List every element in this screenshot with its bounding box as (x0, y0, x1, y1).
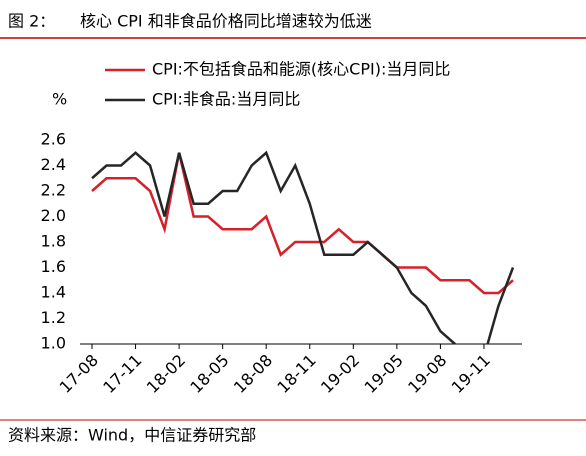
y-unit: % (52, 90, 67, 109)
chart-title: 核心 CPI 和非食品价格同比增速较为低迷 (80, 12, 372, 31)
y-tick-label: 2.6 (41, 130, 66, 149)
x-tick-label: 18-02 (143, 351, 189, 397)
figure-label: 图 2： (8, 12, 55, 31)
x-tick-label: 18-05 (186, 351, 232, 397)
y-tick-label: 1.0 (41, 334, 66, 353)
plot-area (91, 150, 515, 344)
source: 资料来源：Wind，中信证券研究部 (8, 426, 256, 445)
x-tick-label: 19-08 (404, 351, 450, 397)
y-tick-label: 1.6 (41, 257, 66, 276)
legend-label: CPI:不包括食品和能源(核心CPI):当月同比 (152, 60, 450, 79)
x-tick-label: 18-08 (230, 351, 276, 397)
x-tick-label: 19-11 (448, 351, 494, 397)
x-tick-label: 17-08 (56, 351, 102, 397)
y-tick-label: 2.2 (41, 181, 66, 200)
y-tick-label: 2.4 (41, 155, 66, 174)
y-tick-label: 1.4 (41, 283, 66, 302)
x-tick-label: 19-02 (317, 351, 363, 397)
series-line (91, 152, 514, 295)
x-tick-label: 17-11 (99, 351, 145, 397)
x-tick-label: 19-05 (361, 351, 407, 397)
legend-label: CPI:非食品:当月同比 (152, 90, 300, 109)
y-tick-label: 1.2 (41, 308, 66, 327)
series-line (91, 150, 515, 344)
y-tick-label: 2.0 (41, 206, 66, 225)
x-tick-label: 18-11 (273, 351, 319, 397)
y-tick-label: 1.8 (41, 232, 66, 251)
